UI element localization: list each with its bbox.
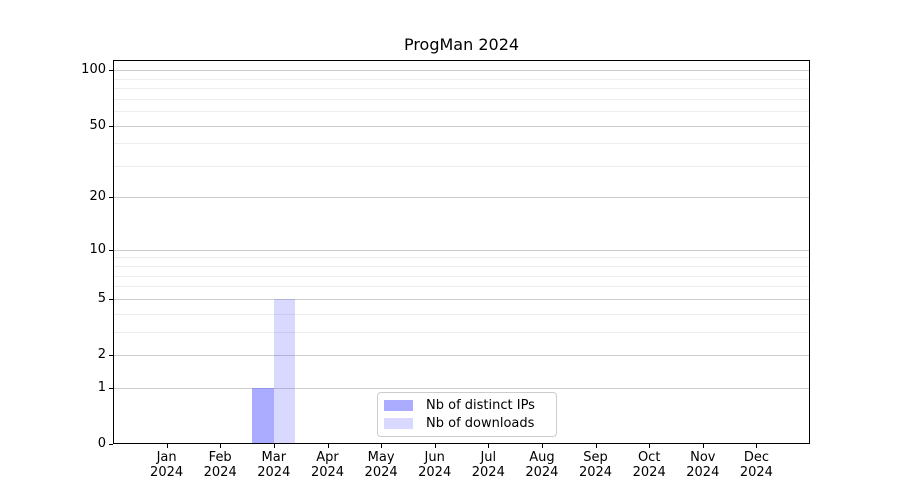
x-tick-label-line: 2024 <box>150 465 184 480</box>
x-tick-label-line: 2024 <box>471 465 505 480</box>
y-tick-mark <box>109 126 113 127</box>
x-tick-mark <box>220 444 222 448</box>
x-tick-label-line: Jun <box>424 450 445 465</box>
y-tick-label: 0 <box>97 436 106 451</box>
x-tick-label: Apr 2024 <box>288 450 368 480</box>
x-tick-label-line: 2024 <box>525 465 559 480</box>
gridline-major <box>114 250 809 251</box>
x-tick-label-line: 2024 <box>578 465 613 480</box>
x-tick-label: Sep 2024 <box>556 450 636 480</box>
legend-swatch-downloads <box>384 418 413 429</box>
legend-swatch-distinct-ips <box>384 400 413 411</box>
gridline-minor <box>114 276 809 277</box>
y-tick-mark <box>109 299 113 300</box>
x-tick-label: Jan 2024 <box>127 450 207 480</box>
x-tick-label: Feb 2024 <box>180 450 260 480</box>
y-tick-label: 5 <box>97 291 106 306</box>
x-tick-label-line: Oct <box>637 450 661 465</box>
legend-label-distinct-ips: Nb of distinct IPs <box>426 398 535 413</box>
y-tick-mark <box>109 444 113 445</box>
x-tick-mark <box>327 444 329 448</box>
x-tick-label-line: 2024 <box>739 465 773 480</box>
y-tick-mark <box>109 355 113 356</box>
x-tick-mark <box>756 444 758 448</box>
x-tick-mark <box>434 444 436 448</box>
x-tick-mark <box>702 444 704 448</box>
x-tick-label-line: Jul <box>480 450 497 465</box>
x-tick-mark <box>381 444 383 448</box>
x-tick-label-line: 2024 <box>257 465 291 480</box>
y-tick-mark <box>109 197 113 198</box>
gridline-major <box>114 197 809 198</box>
bar-nb-of-downloads <box>273 298 296 444</box>
x-tick-mark <box>166 444 168 448</box>
bar-nb-of-distinct-ips <box>252 387 274 444</box>
x-tick-label-line: May <box>367 450 395 465</box>
x-tick-label: Jul 2024 <box>448 450 528 480</box>
x-tick-label: Nov 2024 <box>663 450 743 480</box>
x-tick-mark <box>649 444 651 448</box>
y-tick-mark <box>109 70 113 71</box>
y-tick-mark <box>109 250 113 251</box>
gridline-major <box>114 299 809 300</box>
x-tick-label-line: Aug <box>529 450 555 465</box>
gridline-major <box>114 126 809 127</box>
gridline-minor <box>114 111 809 112</box>
gridline-minor <box>114 286 809 287</box>
gridline-minor <box>114 314 809 315</box>
x-tick-label: Aug 2024 <box>502 450 582 480</box>
gridline-minor <box>114 88 809 89</box>
legend-item-distinct-ips: Nb of distinct IPs <box>384 398 548 413</box>
gridline-minor <box>114 257 809 258</box>
x-tick-label-line: Sep <box>583 450 608 465</box>
gridline-minor <box>114 143 809 144</box>
gridline-major <box>114 70 809 71</box>
gridline-minor <box>114 332 809 333</box>
x-tick-mark <box>273 444 275 448</box>
y-tick-label: 100 <box>81 62 106 77</box>
y-tick-label: 10 <box>89 242 106 257</box>
x-tick-label-line: 2024 <box>364 465 398 480</box>
legend-label-downloads: Nb of downloads <box>426 416 535 431</box>
y-tick-label: 1 <box>97 380 106 395</box>
y-tick-label: 20 <box>89 189 106 204</box>
gridline-major <box>114 355 809 356</box>
x-tick-label-line: 2024 <box>632 465 666 480</box>
x-tick-label: Mar 2024 <box>234 450 314 480</box>
legend: Nb of distinct IPs Nb of downloads <box>377 392 557 437</box>
y-tick-label: 50 <box>89 118 106 133</box>
x-tick-mark <box>488 444 490 448</box>
x-tick-label-line: Nov <box>690 450 716 465</box>
gridline-minor <box>114 79 809 80</box>
gridline-major <box>114 388 809 389</box>
x-tick-label-line: Feb <box>208 450 232 465</box>
x-tick-label-line: 2024 <box>203 465 237 480</box>
x-tick-label-line: 2024 <box>418 465 452 480</box>
x-tick-label-line: Jan <box>156 450 177 465</box>
gridline-minor <box>114 166 809 167</box>
x-tick-mark <box>541 444 543 448</box>
gridline-minor <box>114 99 809 100</box>
x-tick-mark <box>595 444 597 448</box>
x-tick-label-line: 2024 <box>686 465 720 480</box>
y-tick-mark <box>109 388 113 389</box>
x-tick-label-line: Apr <box>316 450 339 465</box>
x-tick-label: Jun 2024 <box>395 450 475 480</box>
x-tick-label-line: 2024 <box>310 465 345 480</box>
x-tick-label: May 2024 <box>341 450 421 480</box>
chart-title: ProgMan 2024 <box>403 35 520 54</box>
legend-item-downloads: Nb of downloads <box>384 416 548 431</box>
x-tick-label: Dec 2024 <box>716 450 796 480</box>
x-tick-label-line: Dec <box>743 450 769 465</box>
y-tick-label: 2 <box>97 347 106 362</box>
gridline-minor <box>114 266 809 267</box>
x-tick-label: Oct 2024 <box>609 450 689 480</box>
x-tick-label-line: Mar <box>261 450 287 465</box>
